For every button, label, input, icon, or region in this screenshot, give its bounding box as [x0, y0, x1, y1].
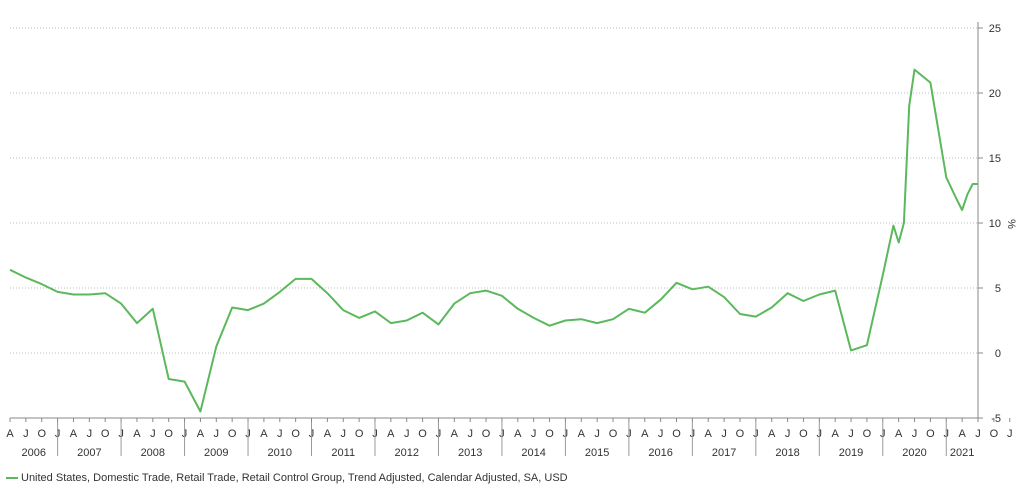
- x-axis: AJOJAJOJAJOJAJOJAJOJAJOJAJOJAJOJAJOJAJOJ…: [6, 417, 1013, 459]
- x-tick-label: O: [736, 428, 745, 440]
- x-year-label: 2020: [902, 447, 926, 459]
- x-tick-label: A: [133, 428, 141, 440]
- x-tick-label: J: [975, 428, 981, 440]
- x-tick-label: A: [6, 428, 14, 440]
- x-tick-label: J: [1007, 428, 1013, 440]
- y-axis-label: %: [1005, 219, 1017, 229]
- x-tick-label: J: [785, 428, 791, 440]
- x-tick-label: J: [404, 428, 410, 440]
- x-year-label: 2006: [22, 447, 46, 459]
- x-year-label: 2019: [839, 447, 863, 459]
- y-tick-label: 0: [995, 348, 1001, 360]
- x-year-label: 2014: [521, 447, 545, 459]
- x-tick-label: A: [197, 428, 205, 440]
- x-tick-label: O: [609, 428, 618, 440]
- x-tick-label: O: [990, 428, 999, 440]
- series-group: [9, 68, 978, 413]
- x-year-label: 2011: [331, 447, 355, 459]
- y-tick-label: -5: [991, 413, 1001, 425]
- x-year-label: 2010: [268, 447, 292, 459]
- x-tick-label: O: [291, 428, 300, 440]
- x-tick-label: A: [958, 428, 966, 440]
- x-tick-label: O: [672, 428, 681, 440]
- x-tick-label: O: [355, 428, 364, 440]
- x-tick-label: J: [658, 428, 664, 440]
- x-tick-label: O: [228, 428, 237, 440]
- x-tick-label: A: [895, 428, 903, 440]
- x-tick-label: A: [451, 428, 459, 440]
- x-tick-label: A: [324, 428, 332, 440]
- x-tick-label: O: [37, 428, 46, 440]
- x-tick-label: J: [23, 428, 29, 440]
- legend-swatch: [6, 477, 18, 479]
- x-year-label: 2009: [204, 447, 228, 459]
- series-line: [9, 68, 978, 413]
- x-tick-label: J: [277, 428, 283, 440]
- y-tick-label: 10: [989, 218, 1001, 230]
- x-tick-label: J: [87, 428, 93, 440]
- x-tick-label: J: [214, 428, 220, 440]
- x-tick-label: O: [926, 428, 935, 440]
- x-tick-label: J: [848, 428, 854, 440]
- x-tick-label: O: [101, 428, 110, 440]
- x-tick-label: A: [832, 428, 840, 440]
- y-tick-label: 5: [995, 283, 1001, 295]
- x-year-label: 2017: [712, 447, 736, 459]
- x-year-label: 2015: [585, 447, 609, 459]
- x-tick-label: A: [260, 428, 268, 440]
- x-tick-label: J: [150, 428, 156, 440]
- x-tick-label: O: [799, 428, 808, 440]
- x-tick-label: A: [641, 428, 649, 440]
- x-tick-label: A: [70, 428, 78, 440]
- x-tick-label: J: [912, 428, 918, 440]
- x-tick-label: A: [514, 428, 522, 440]
- x-tick-label: O: [863, 428, 872, 440]
- x-tick-label: J: [594, 428, 600, 440]
- x-tick-label: J: [467, 428, 473, 440]
- x-tick-label: O: [164, 428, 173, 440]
- gridlines: [10, 27, 978, 419]
- x-tick-label: A: [705, 428, 713, 440]
- x-year-label: 2007: [77, 447, 101, 459]
- x-year-label: 2016: [648, 447, 672, 459]
- legend: United States, Domestic Trade, Retail Tr…: [6, 470, 568, 486]
- x-tick-label: J: [721, 428, 727, 440]
- x-tick-label: A: [387, 428, 395, 440]
- y-tick-label: 15: [989, 153, 1001, 165]
- x-tick-label: O: [482, 428, 491, 440]
- x-tick-label: O: [545, 428, 554, 440]
- x-year-label: 2008: [141, 447, 165, 459]
- x-tick-label: A: [768, 428, 776, 440]
- y-tick-label: 25: [989, 23, 1001, 35]
- legend-label: United States, Domestic Trade, Retail Tr…: [21, 472, 568, 484]
- x-year-label: 2018: [775, 447, 799, 459]
- x-tick-label: J: [340, 428, 346, 440]
- y-tick-label: 20: [989, 88, 1001, 100]
- x-year-label: 2013: [458, 447, 482, 459]
- y-tick-labels: -5 0 5 10 15 20 25: [977, 22, 1001, 425]
- x-tick-label: J: [531, 428, 537, 440]
- x-tick-label: A: [578, 428, 586, 440]
- x-year-label: 2012: [394, 447, 418, 459]
- x-tick-label: O: [418, 428, 427, 440]
- x-year-label: 2021: [950, 447, 974, 459]
